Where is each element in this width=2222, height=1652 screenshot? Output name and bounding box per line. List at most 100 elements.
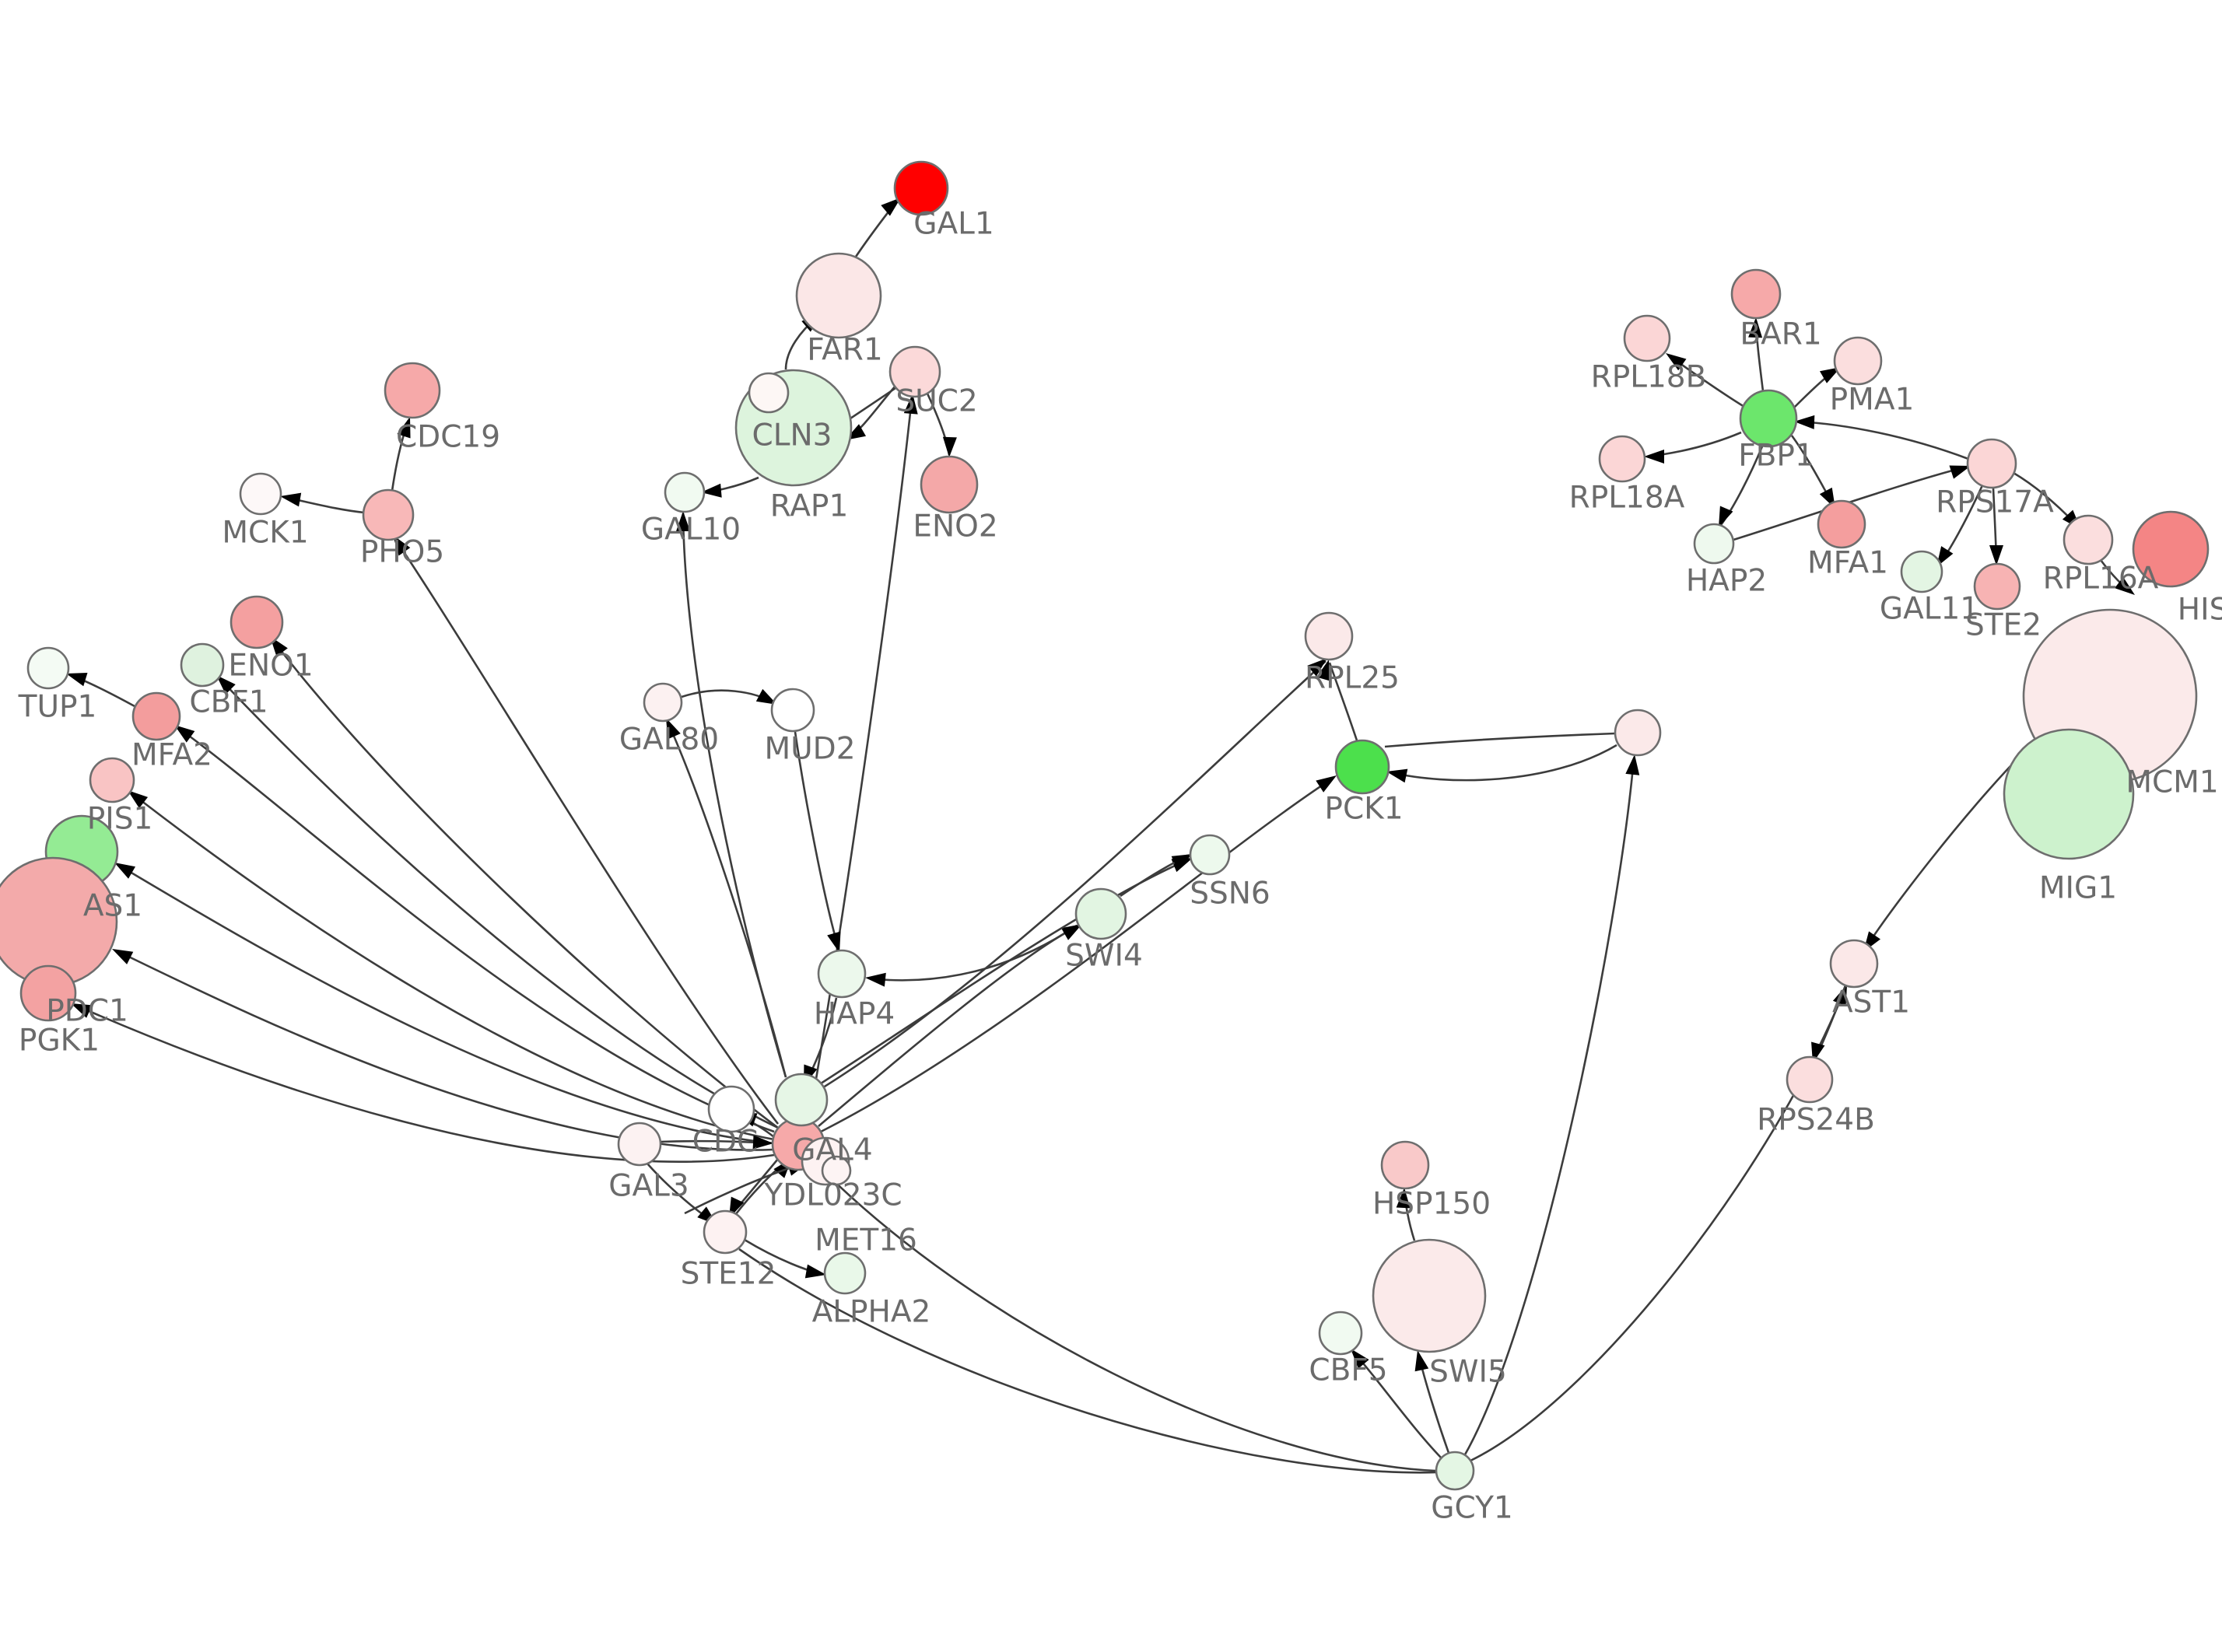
node-label-pma1: PMA1 xyxy=(1830,383,1915,418)
node-his4[interactable] xyxy=(2132,510,2210,588)
node-mfa2[interactable] xyxy=(131,691,181,741)
node-mfa1[interactable] xyxy=(1817,499,1866,549)
node-hap2[interactable] xyxy=(1693,523,1735,565)
arrowhead-NODE_A-to-PCK1 xyxy=(1386,768,1408,783)
node-label-gal80: GAL80 xyxy=(619,723,719,758)
arrowhead-FBP1-to-BAR1 xyxy=(1748,317,1763,338)
node-label-cbf1: CBF1 xyxy=(189,685,268,720)
edge-GAL4_B-to-GAL10 xyxy=(682,513,787,1078)
node-gal11[interactable] xyxy=(1900,550,1943,593)
node-hsp150[interactable] xyxy=(1380,1140,1430,1190)
node-label-mck1: MCK1 xyxy=(222,516,308,551)
edge-SWI4-to-HAP4 xyxy=(868,924,1078,982)
edge-GAL4-to-PGK1 xyxy=(74,1003,775,1163)
node-label-rpl18a: RPL18A xyxy=(1569,481,1685,516)
node-gal3[interactable] xyxy=(617,1122,662,1167)
node-rps24b[interactable] xyxy=(1786,1055,1834,1104)
edge-HAP2-to-RPS17A xyxy=(1733,465,1968,541)
arrowhead-GAL4-to-MFA2 xyxy=(174,725,195,743)
node-alpha2[interactable] xyxy=(823,1251,867,1295)
arrowhead-GAL4-to-AS1 xyxy=(114,863,136,879)
node-gcy1[interactable] xyxy=(1435,1451,1475,1491)
node-node_a[interactable] xyxy=(1614,709,1662,757)
node-pck1[interactable] xyxy=(1334,739,1390,795)
node-label-ssn6: SSN6 xyxy=(1190,877,1270,912)
node-mck1[interactable] xyxy=(239,472,282,516)
node-label-rpl25: RPL25 xyxy=(1305,661,1400,696)
node-mud2[interactable] xyxy=(770,688,815,733)
node-gal80[interactable] xyxy=(643,682,683,723)
node-label-pdc1: PDC1 xyxy=(46,994,128,1029)
arrowhead-GAL4-to-PDC1 xyxy=(112,949,134,964)
arrowhead-GAL4-to-SWI4 xyxy=(1060,924,1082,940)
node-label-cdc19: CDC19 xyxy=(396,420,500,455)
node-label-met16: MET16 xyxy=(815,1223,917,1258)
node-cbf5[interactable] xyxy=(1318,1311,1363,1356)
label-layer: GAL1 FAR1 SUC2 ENO2 CLN3 RAP1 GAL10 CDC19 MCK1 PH… xyxy=(18,207,2222,1526)
node-rpl18a[interactable] xyxy=(1598,435,1646,483)
node-gal4_b[interactable] xyxy=(774,1073,829,1127)
edge-PCK1-to-RPL25 xyxy=(1328,662,1358,741)
node-cbf1[interactable] xyxy=(180,642,225,688)
node-eno1[interactable] xyxy=(230,595,284,649)
node-suc2[interactable] xyxy=(888,345,941,398)
node-cdc19[interactable] xyxy=(384,362,441,419)
edge-GAL4-to-SUC2 xyxy=(808,397,913,1121)
node-swi5[interactable] xyxy=(1372,1238,1487,1353)
arrowhead-GCY1-to-CBF5 xyxy=(1351,1349,1369,1369)
node-pho5[interactable] xyxy=(362,488,415,541)
arrowhead-FBP1-to-RPL18A xyxy=(1644,450,1664,464)
edge-GCY1-to-AST1 xyxy=(1470,987,1847,1462)
node-gal10[interactable] xyxy=(664,471,706,513)
node-gal1[interactable] xyxy=(893,160,949,216)
node-label-his4: HIS4 xyxy=(2178,593,2222,628)
arrowhead-HAP2-to-RPS17A xyxy=(1949,465,1971,479)
node-ast1[interactable] xyxy=(1829,939,1879,989)
node-tup1[interactable] xyxy=(26,646,70,690)
node-ssn6[interactable] xyxy=(1189,834,1231,876)
node-ste2[interactable] xyxy=(1973,562,2021,611)
edge-MCM1-to-AST1 xyxy=(1863,748,2027,950)
node-label-swi4: SWI4 xyxy=(1065,939,1143,974)
node-rpl18b[interactable] xyxy=(1623,314,1671,362)
arrowhead-FBP1-to-HAP2 xyxy=(1719,506,1733,527)
node-far1[interactable] xyxy=(795,252,882,339)
node-rps17a[interactable] xyxy=(1966,438,2017,489)
node-eno2[interactable] xyxy=(920,455,979,514)
node-layer xyxy=(0,160,2210,1491)
arrowhead-SWI4-to-SSN6 xyxy=(1171,854,1193,870)
node-mig1[interactable] xyxy=(2003,728,2135,860)
node-rpl16a[interactable] xyxy=(2063,514,2114,565)
arrowhead-MFA2-to-TUP1 xyxy=(66,672,88,687)
node-rap1[interactable] xyxy=(748,372,790,414)
node-met16[interactable] xyxy=(821,1155,852,1186)
node-label-swi5: SWI5 xyxy=(1429,1355,1507,1390)
node-label-mig1: MIG1 xyxy=(2039,871,2117,906)
node-pma1[interactable] xyxy=(1833,336,1883,386)
node-label-cdc: CDC xyxy=(692,1125,759,1160)
node-label-gal3: GAL3 xyxy=(608,1169,689,1204)
node-label-far1: FAR1 xyxy=(807,333,882,368)
arrowhead-RPS17A-to-STE2 xyxy=(1989,545,2003,565)
arrowhead-PHO5-to-CDC19 xyxy=(397,417,411,439)
node-label-bar1: BAR1 xyxy=(1740,317,1821,352)
node-fbp1[interactable] xyxy=(1739,389,1798,448)
node-label-rps24b: RPS24B xyxy=(1757,1103,1875,1138)
edge-GAL4-to-MFA2 xyxy=(177,726,775,1133)
node-pgk1[interactable] xyxy=(19,964,77,1022)
node-hap4[interactable] xyxy=(817,949,867,999)
node-label-rpl16a: RPL16A xyxy=(2043,562,2159,597)
node-label-as1: AS1 xyxy=(83,889,142,924)
node-cdc[interactable] xyxy=(707,1085,755,1133)
arrowhead-GAL4-to-PIS1 xyxy=(128,790,149,809)
node-swi4[interactable] xyxy=(1074,887,1127,940)
node-bar1[interactable] xyxy=(1730,268,1782,320)
node-rpl25[interactable] xyxy=(1304,611,1354,661)
arrowhead-GAL4-to-PCK1 xyxy=(1316,775,1337,793)
edge-GAL4-to-AS1 xyxy=(117,863,775,1145)
node-pis1[interactable] xyxy=(89,757,135,803)
node-ste12[interactable] xyxy=(703,1209,748,1255)
node-label-fbp1: FBP1 xyxy=(1738,439,1814,474)
node-label-alpha2: ALPHA2 xyxy=(812,1295,931,1330)
edge-GCY1-to-NODE_A xyxy=(1463,758,1635,1457)
